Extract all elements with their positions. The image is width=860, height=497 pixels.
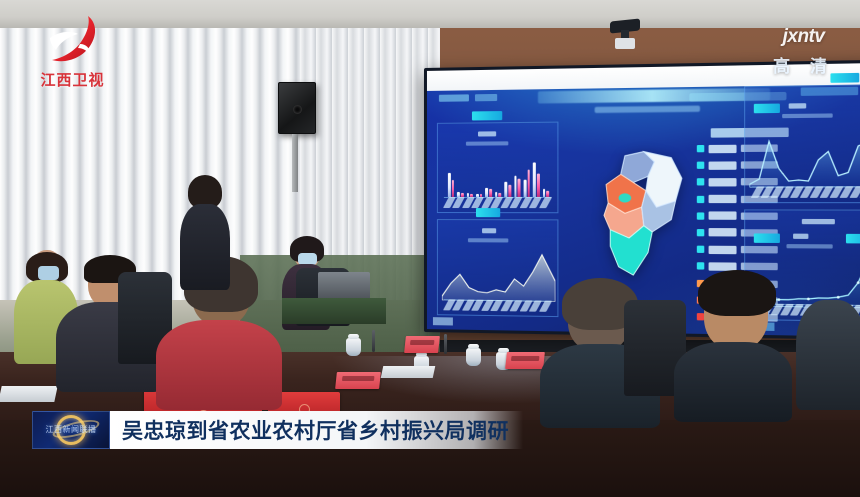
hd-badge: 高 清 <box>773 57 834 77</box>
rank-label <box>708 161 737 170</box>
bar-group <box>447 158 455 197</box>
line-chart-label-2 <box>782 113 833 119</box>
laptop[interactable] <box>318 272 370 302</box>
desk-unit <box>282 298 386 324</box>
rank-label <box>708 177 737 187</box>
rank-marker <box>696 178 705 186</box>
line-chart-plot <box>749 128 860 188</box>
bar-chart-chip <box>471 111 503 121</box>
map-region-east <box>642 191 676 232</box>
bar-group <box>523 157 530 197</box>
bar-group <box>494 158 502 197</box>
area-chart-label-1 <box>482 228 497 234</box>
rank-marker <box>696 262 705 270</box>
rank-label <box>708 194 737 204</box>
face-mask-icon <box>298 253 317 265</box>
map-region-north <box>621 152 655 183</box>
panel-area-chart <box>436 208 559 318</box>
face-mask-icon <box>38 266 59 280</box>
watermark-text: jxntv <box>782 26 825 47</box>
bar-group <box>504 158 511 197</box>
trend-chart-title <box>801 218 835 225</box>
line-chart-chip <box>830 72 860 83</box>
dashboard-screen <box>426 62 860 338</box>
panel-trend-chart <box>744 209 860 323</box>
bar-chart-tick-labels <box>442 196 553 209</box>
dashboard-nav-tag-1[interactable] <box>438 94 469 102</box>
map-highlight-marker <box>618 193 632 203</box>
rank-label <box>708 211 737 221</box>
bar-group <box>542 157 550 197</box>
dashboard-nav-tag-2[interactable] <box>474 93 498 102</box>
trend-chart-chip-2 <box>845 233 860 244</box>
bar-group <box>533 157 540 197</box>
area-chart-chip <box>475 208 501 218</box>
lower-third-badge-text: 江西新闻联播 <box>45 425 97 434</box>
map-region-west <box>606 174 646 213</box>
rank-marker <box>696 228 705 237</box>
bar-chart-bars <box>447 157 550 197</box>
name-placard <box>505 352 545 369</box>
name-placard <box>335 372 381 389</box>
map-region-central <box>604 203 644 238</box>
rank-label <box>708 245 737 254</box>
headline-text: 吴忠琼到省农业农村厅省乡村振兴局调研 <box>122 419 509 443</box>
area-chart-plot <box>441 250 556 302</box>
bar-group <box>457 158 464 197</box>
notepad <box>0 386 58 402</box>
microphone <box>372 330 375 352</box>
trend-chart-plot <box>749 256 860 309</box>
name-placard <box>404 336 440 353</box>
bar-group <box>466 158 474 197</box>
golden-ring-globe-icon: 江西新闻联播 <box>32 411 110 449</box>
attendee-front-right-2 <box>674 270 792 422</box>
lower-third-text-bar: 吴忠琼到省农业农村厅省乡村振兴局调研 <box>110 411 523 449</box>
area-chart-label-2 <box>467 238 509 243</box>
panel-bar-chart <box>436 111 559 214</box>
notepad <box>380 366 436 378</box>
rank-marker <box>696 212 705 220</box>
bar-group <box>485 158 492 197</box>
attendee-far-right <box>796 300 860 410</box>
wall-speaker-icon <box>278 82 316 134</box>
led-video-wall <box>424 59 860 341</box>
bar-group <box>476 158 483 197</box>
line-chart-label-1 <box>788 103 807 109</box>
bar-chart-label-2 <box>465 141 509 146</box>
map-region-northeast <box>644 151 682 207</box>
station-watermark: jxntv 高 清 <box>773 26 834 77</box>
dashboard-footer-left <box>432 317 453 326</box>
bar-chart-label-1 <box>477 131 497 137</box>
rank-marker <box>696 144 705 153</box>
rank-marker <box>696 245 705 254</box>
line-chart-tick-labels <box>750 186 860 198</box>
jiangxi-province-map[interactable] <box>579 147 695 282</box>
ceiling-camera-icon <box>608 18 642 50</box>
trend-chart-chip-1 <box>753 233 780 243</box>
line-chart-chip-2 <box>753 103 780 114</box>
microphone <box>444 334 447 354</box>
speaker-stand <box>292 134 298 192</box>
trend-chart-label-2 <box>786 244 833 249</box>
map-region-south <box>610 226 652 276</box>
rank-marker <box>696 195 705 203</box>
rank-marker <box>696 161 705 170</box>
area-chart-tick-labels <box>442 299 553 312</box>
presenter-standing <box>178 175 230 298</box>
channel-logo-text: 江西卫视 <box>40 71 105 89</box>
bar-group <box>513 157 521 197</box>
teacup <box>466 344 481 366</box>
red-swoosh-logo <box>50 16 96 62</box>
lower-third-banner: 江西新闻联播 吴忠琼到省农业农村厅省乡村振兴局调研 <box>32 411 523 449</box>
panel-line-chart <box>744 72 860 204</box>
teacup <box>346 334 361 356</box>
room-ceiling <box>0 0 860 28</box>
trend-chart-label-1 <box>793 233 809 239</box>
rank-label <box>708 144 737 153</box>
dashboard-subtitle <box>594 105 701 114</box>
channel-logo: 江西卫视 <box>20 14 125 92</box>
map-svg <box>579 147 695 282</box>
rank-label <box>708 228 737 237</box>
